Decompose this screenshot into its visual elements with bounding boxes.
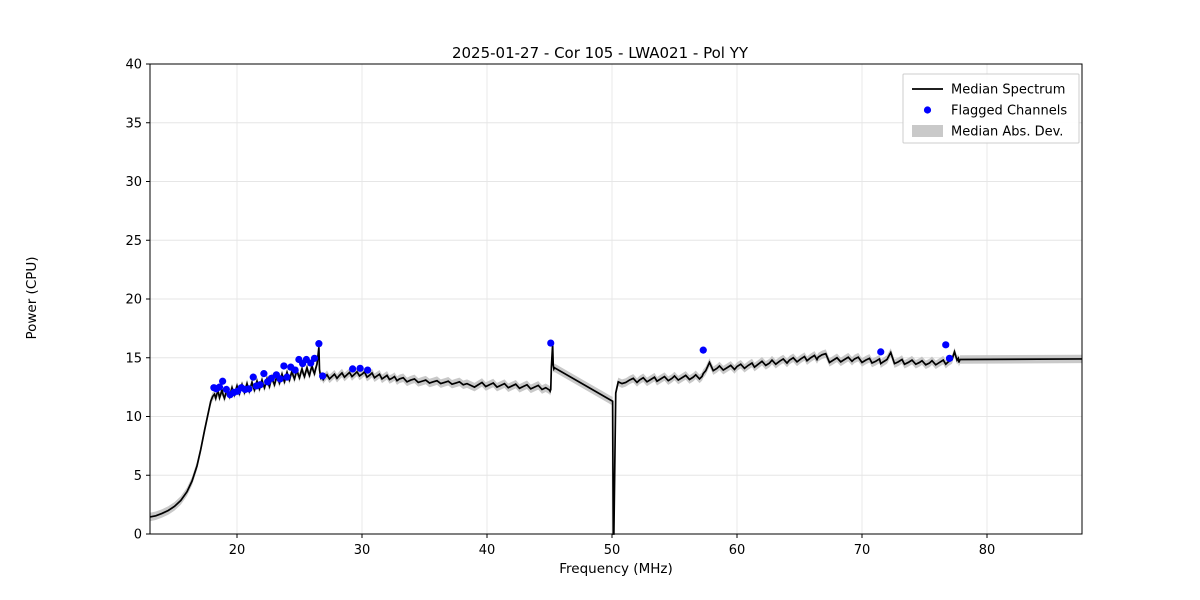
axes-group — [146, 63, 1083, 538]
flagged-channel-dot — [222, 385, 230, 394]
flagged-channel-dot — [256, 381, 264, 389]
y-tick-label: 25 — [125, 234, 142, 249]
flagged-channels-group — [210, 339, 954, 399]
flagged-channel-dot — [267, 374, 275, 382]
y-tick-label: 15 — [125, 351, 142, 366]
flagged-channel-dot — [315, 340, 323, 348]
page-title: 2025-01-27 - Cor 105 - LWA021 - Pol YY — [452, 44, 749, 62]
flagged-channel-dot — [319, 372, 327, 380]
flagged-channel-dot — [349, 365, 357, 373]
flagged-channel-dot — [219, 377, 227, 385]
flagged-channel-dot — [245, 385, 253, 393]
legend-label: Median Abs. Dev. — [951, 125, 1063, 140]
flagged-channel-dot — [942, 341, 950, 349]
y-tick-label: 20 — [125, 293, 142, 308]
x-tick-label: 20 — [229, 543, 246, 558]
y-tick-label: 5 — [134, 469, 142, 484]
flagged-channel-dot — [310, 354, 319, 362]
flagged-channel-dot — [249, 373, 257, 381]
legend-marker-swatch — [923, 106, 932, 114]
y-axis-label: Power (CPU) — [24, 256, 40, 339]
y-tick-label: 10 — [125, 410, 142, 425]
flagged-channel-dot — [283, 373, 291, 381]
flagged-channel-dot — [291, 366, 299, 374]
x-tick-label: 60 — [729, 543, 746, 558]
x-tick-label: 40 — [479, 543, 496, 558]
tick-labels-group: 20 30 40 50 60 70 80 0 5 10 15 20 25 30 35 40 — [125, 58, 995, 559]
y-tick-label: 35 — [125, 116, 142, 131]
flagged-channel-dot — [356, 364, 364, 372]
flagged-channel-dot — [547, 339, 555, 347]
flagged-channel-dot — [276, 375, 284, 383]
legend[interactable]: Median Spectrum Flagged Channels Median Ab… — [902, 73, 1080, 144]
x-tick-label: 80 — [979, 543, 996, 558]
y-tick-label: 40 — [125, 58, 142, 73]
legend-label: Median Spectrum — [951, 83, 1065, 98]
x-tick-label: 50 — [604, 543, 621, 558]
flagged-channel-dot — [945, 354, 954, 362]
legend-background — [902, 73, 1080, 144]
x-axis-label: Frequency (MHz) — [559, 561, 672, 577]
flagged-channel-dot — [699, 346, 707, 354]
legend-label: Flagged Channels — [951, 104, 1067, 119]
flagged-channel-dot — [364, 366, 372, 374]
flagged-channel-dot — [260, 370, 268, 378]
x-tick-label: 70 — [854, 543, 871, 558]
median-spectrum-line-group — [149, 344, 1083, 535]
mad-band-segment — [150, 340, 613, 522]
flagged-channel-dot — [877, 348, 885, 356]
y-tick-label: 30 — [125, 175, 142, 190]
flagged-channel-dot — [280, 362, 288, 370]
y-tick-label: 0 — [134, 528, 142, 543]
grid-group — [150, 63, 1082, 535]
x-tick-label: 30 — [354, 543, 371, 558]
median-spectrum-line — [149, 344, 1083, 535]
flagged-channel-dot — [215, 383, 224, 391]
mad-band-segment — [615, 347, 1082, 398]
legend-band-swatch — [912, 125, 943, 137]
